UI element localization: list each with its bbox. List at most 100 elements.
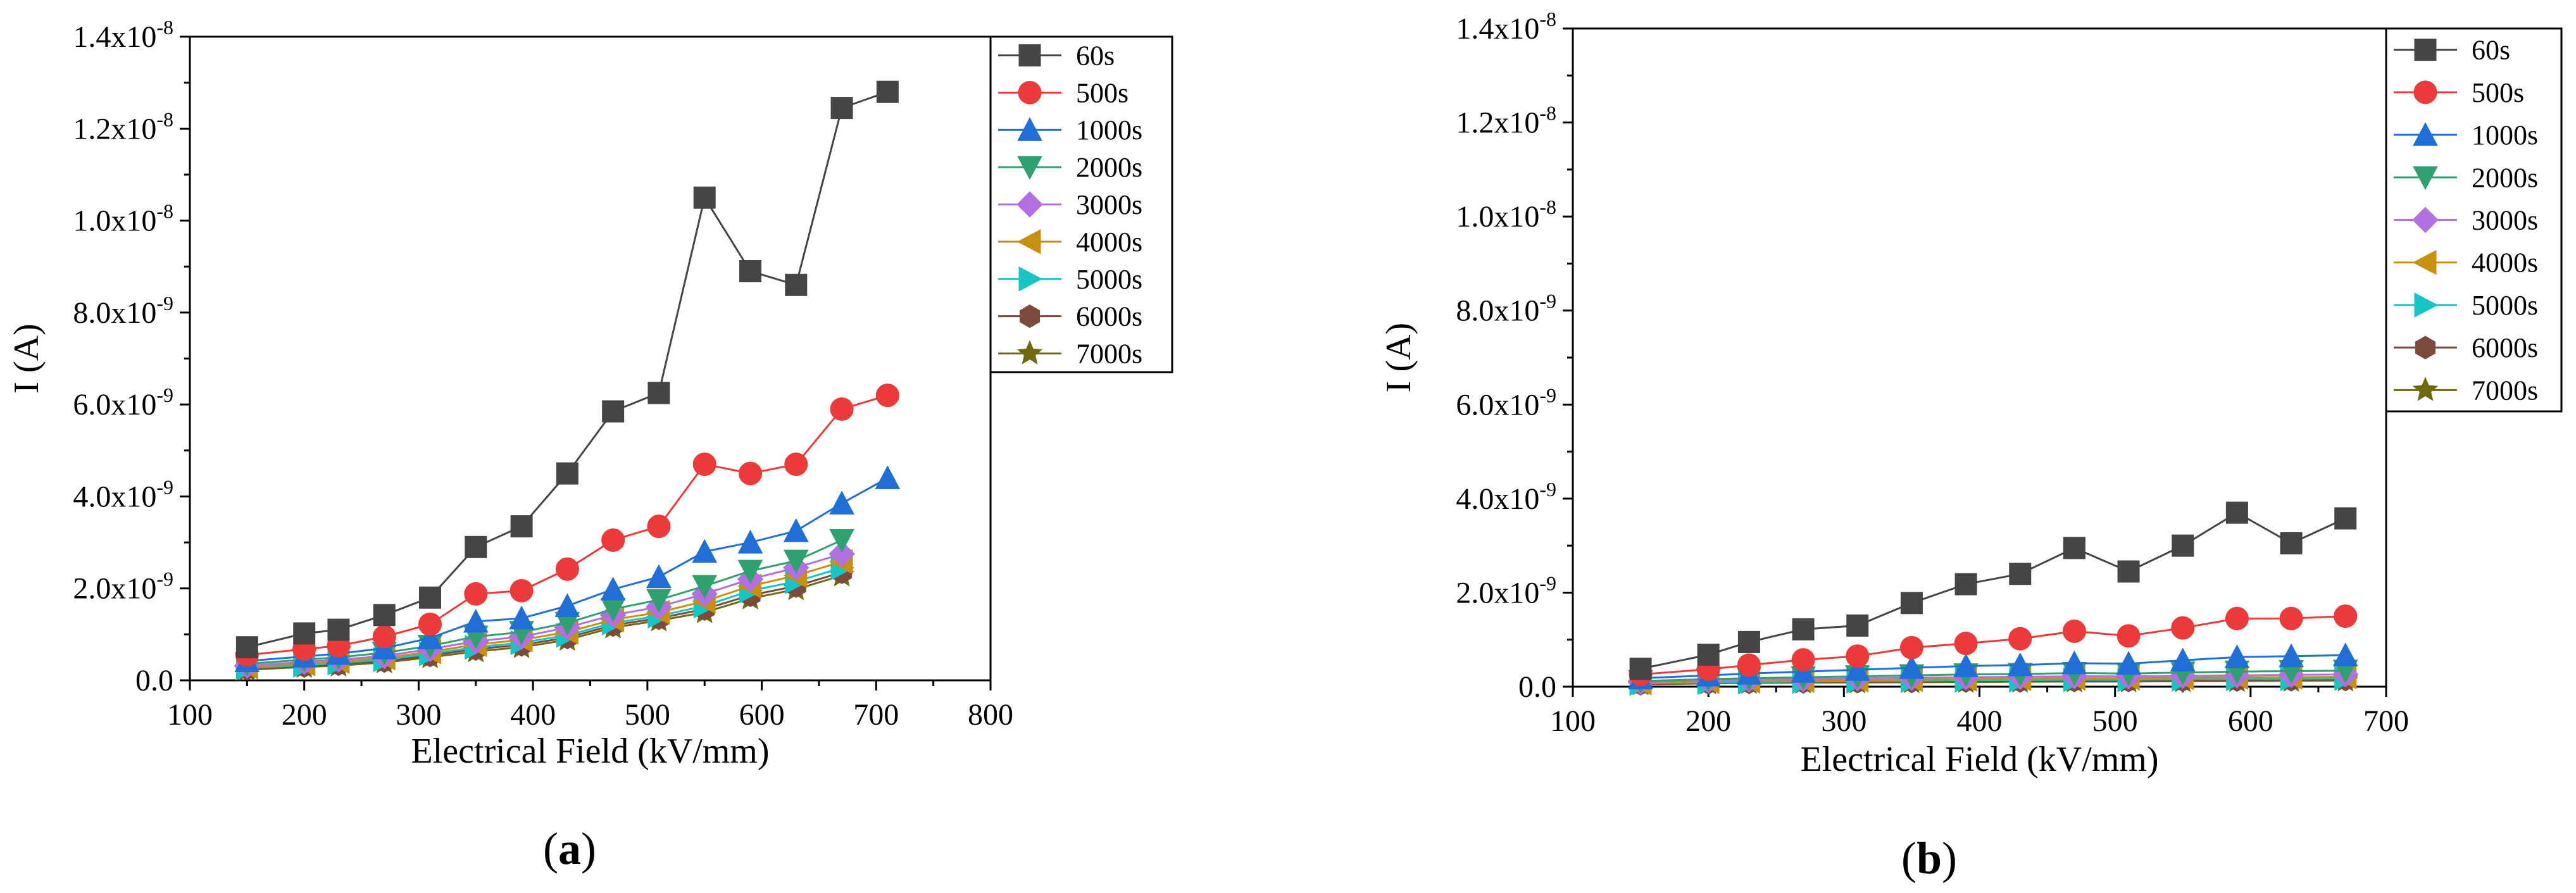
data-point — [783, 549, 809, 574]
legend-item: 1000s — [998, 115, 1142, 146]
data-point — [647, 382, 670, 404]
legend-item: 2000s — [998, 152, 1142, 183]
y-tick-mantissa: 8.0x10 — [73, 296, 156, 330]
panel-label: (a) — [543, 823, 596, 874]
y-tick-label: 8.0x10-9 — [1456, 290, 1556, 328]
legend-label: 2000s — [1076, 152, 1142, 183]
x-tick-label: 300 — [396, 698, 441, 732]
data-point — [555, 557, 579, 581]
data-point — [465, 535, 487, 558]
legend-marker — [2415, 335, 2436, 359]
data-point — [601, 528, 625, 552]
data-point — [2007, 652, 2033, 677]
legend-label: 4000s — [1076, 227, 1142, 258]
y-axis-title: I (A) — [1379, 323, 1418, 392]
y-tick-label: 4.0x10-9 — [1456, 478, 1556, 516]
legend-item: 3000s — [998, 189, 1142, 220]
data-point — [554, 593, 580, 617]
data-point — [692, 575, 718, 599]
x-tick-label: 400 — [1957, 704, 2003, 738]
data-point — [372, 625, 396, 649]
legend-label: 500s — [2472, 77, 2524, 108]
x-tick-label: 300 — [1821, 704, 1866, 738]
data-point — [692, 539, 718, 563]
data-point — [418, 612, 442, 636]
data-point — [463, 608, 489, 633]
panel-label-open-paren: ( — [1901, 833, 1916, 884]
legend: 60s 500s 1000s 2000s 3000s 4000s 5000s 6000s 700… — [2385, 27, 2563, 413]
legend-label: 5000s — [2472, 290, 2538, 321]
legend-marker — [2413, 166, 2438, 190]
y-tick-exponent: -8 — [1539, 102, 1556, 125]
legend-label: 1000s — [2472, 120, 2538, 151]
y-tick-exponent: -8 — [1539, 8, 1556, 30]
legend-item: 3000s — [2394, 205, 2538, 236]
data-point — [830, 397, 854, 421]
data-point — [2225, 606, 2249, 630]
data-point — [692, 453, 716, 477]
data-point — [785, 273, 808, 296]
x-tick-label: 400 — [510, 698, 556, 732]
y-tick-mantissa: 1.0x10 — [1456, 200, 1539, 234]
x-tick-label: 500 — [2092, 704, 2138, 738]
data-point — [875, 384, 899, 408]
data-point — [783, 518, 809, 542]
legend-marker — [2413, 122, 2438, 146]
series-60s — [1629, 501, 2357, 680]
y-tick-mantissa: 6.0x10 — [73, 388, 156, 422]
y-tick-mantissa: 0.0 — [1518, 670, 1556, 704]
y-tick-label: 1.2x10-8 — [1456, 102, 1556, 140]
data-point — [1900, 592, 1923, 615]
data-point — [417, 625, 443, 649]
data-point — [2062, 619, 2086, 643]
legend-marker — [1018, 80, 1042, 104]
y-tick-label: 8.0x10-9 — [73, 292, 173, 330]
legend-item: 500s — [998, 77, 1129, 108]
y-tick-mantissa: 4.0x10 — [73, 480, 156, 513]
y-tick-exponent: -9 — [156, 384, 173, 406]
legend-marker — [1017, 156, 1042, 180]
data-point — [2116, 651, 2141, 675]
legend-label: 3000s — [1076, 189, 1142, 220]
y-tick-label: 2.0x10-9 — [1456, 571, 1556, 609]
y-axis-title: I (A) — [7, 323, 46, 393]
legend-marker — [1017, 117, 1042, 141]
data-point — [2334, 507, 2357, 530]
legend-item: 7000s — [2394, 375, 2538, 406]
y-tick-label: 1.4x10-8 — [1456, 8, 1556, 46]
panel-label-close-paren: ) — [581, 823, 596, 874]
x-tick-label: 700 — [853, 698, 899, 732]
y-tick-exponent: -8 — [156, 16, 173, 39]
data-point — [2334, 604, 2358, 628]
data-point — [875, 465, 901, 489]
legend-item: 60s — [2394, 35, 2510, 66]
data-point — [2009, 563, 2032, 585]
data-point — [235, 636, 258, 659]
y-tick-exponent: -9 — [156, 568, 173, 590]
data-point — [600, 577, 626, 601]
data-point — [556, 462, 578, 485]
data-point — [1791, 648, 1815, 672]
x-tick-label: 500 — [625, 698, 670, 732]
data-point — [829, 528, 854, 553]
data-point — [293, 622, 316, 645]
data-point — [2225, 501, 2248, 524]
y-tick-label: 6.0x10-9 — [1456, 384, 1556, 422]
data-point — [510, 578, 534, 603]
y-tick-label: 1.4x10-8 — [73, 16, 173, 54]
y-tick-mantissa: 4.0x10 — [1456, 482, 1539, 516]
data-point — [1737, 630, 1760, 653]
x-tick-label: 100 — [167, 698, 213, 732]
data-point — [2008, 627, 2032, 651]
legend-marker — [2413, 80, 2437, 104]
y-tick-label: 0.0 — [1518, 670, 1556, 704]
data-point — [2061, 650, 2087, 675]
data-point — [464, 582, 488, 606]
data-point — [646, 564, 672, 589]
y-tick-exponent: -9 — [156, 292, 173, 315]
legend-label: 7000s — [2472, 375, 2538, 406]
data-point — [373, 604, 396, 627]
data-point — [2332, 642, 2358, 666]
y-tick-exponent: -8 — [156, 108, 173, 130]
